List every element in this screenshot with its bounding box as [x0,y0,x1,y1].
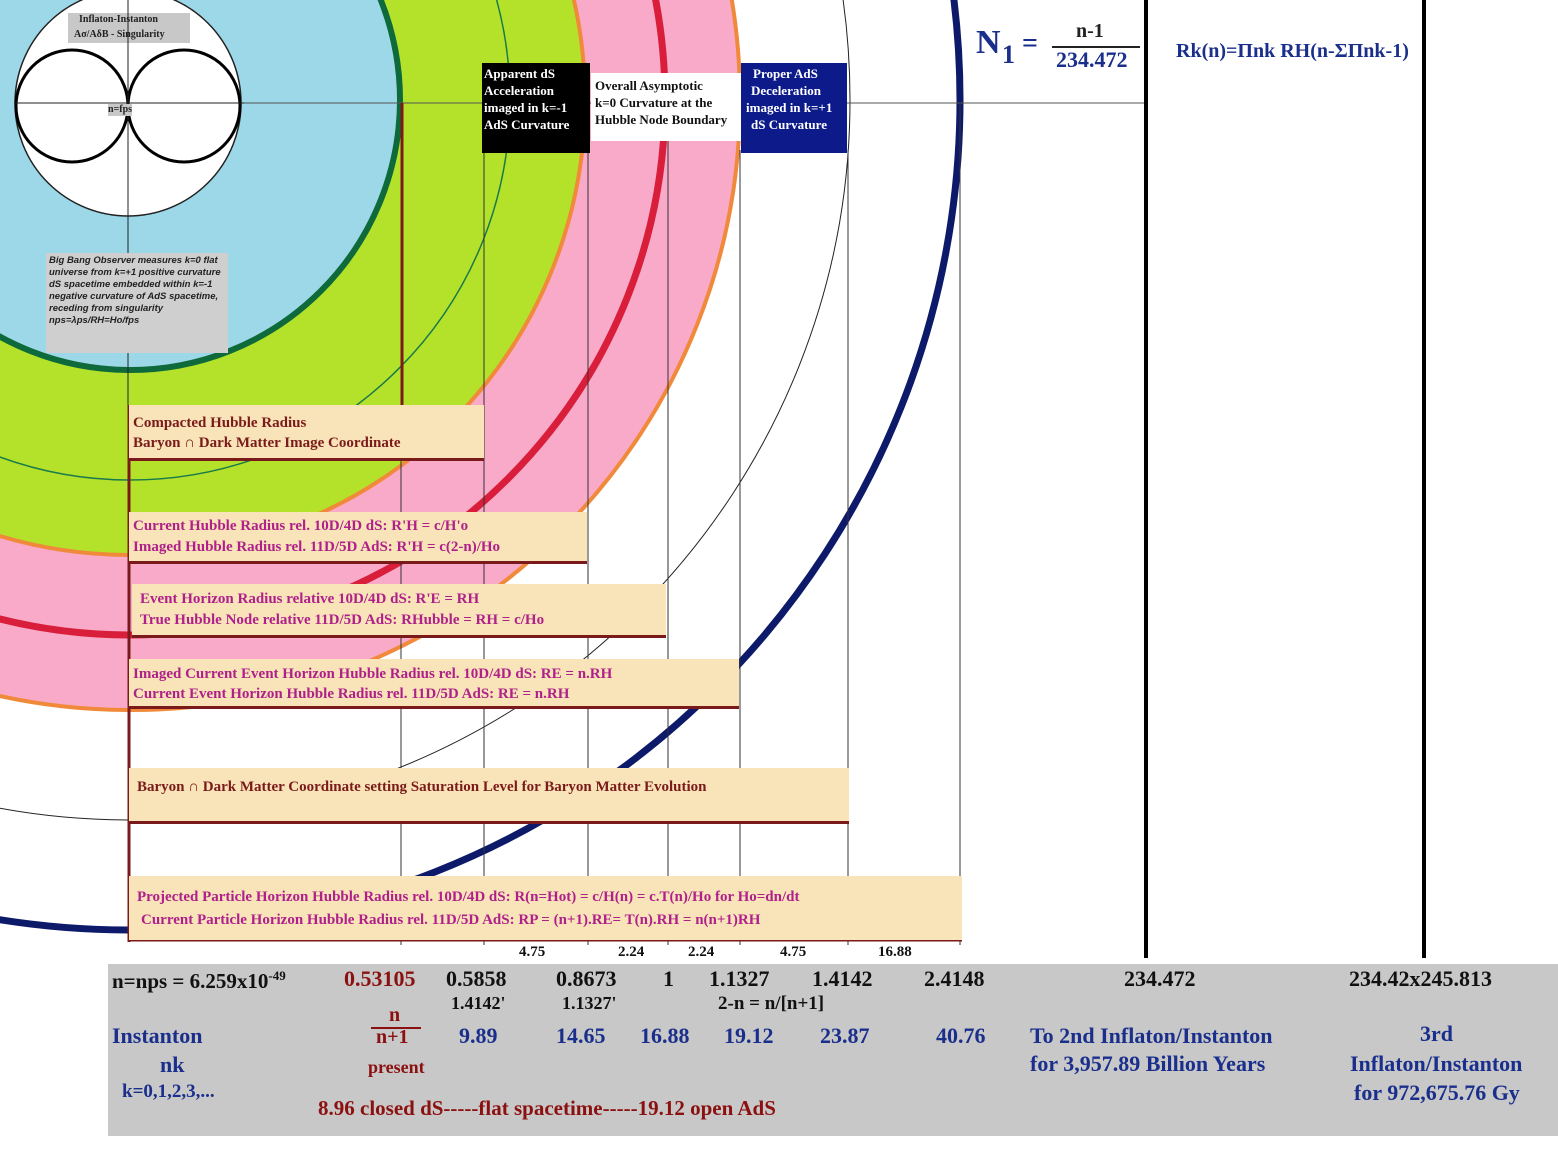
proper-line: Proper AdS [753,66,818,81]
inset-title: Inflaton-Instanton [79,14,158,25]
event-horizon-box: Event Horizon Radius relative 10D/4D dS:… [132,584,666,638]
axis-value: 1 [663,966,674,991]
axis-value: 234.472 [1124,966,1196,991]
nps-exponent: -49 [268,968,286,983]
n1-subscript: 1 [1002,40,1015,69]
grid-interval-label: 16.88 [878,944,912,960]
axis-panel [108,964,1558,1136]
axis-value: 234.42x245.813 [1349,966,1492,991]
n1-numerator: n-1 [1076,20,1104,42]
k-list: k=0,1,2,3,... [122,1081,215,1102]
grid-interval-label: 2.24 [688,944,715,960]
rk-formula: Rk(n)=Πnk RH(n-ΣΠnk-1) [1176,40,1409,62]
bottom-caption: 8.96 closed dS-----flat spacetime-----19… [318,1096,776,1120]
inset-title-bg [68,13,190,43]
bottom-value: 9.89 [459,1023,498,1048]
fraction-denominator: n+1 [376,1026,409,1048]
proper-line: dS Curvature [751,117,827,132]
inset-center-label: n=fps [108,104,133,116]
compacted-line: Compacted Hubble Radius [133,415,307,431]
compacted-box: Compacted Hubble Radius Baryon ∩ Dark Ma… [129,405,484,461]
bottom-value: 14.65 [556,1023,606,1048]
n1-equals: = [1022,28,1038,59]
axis-value: 0.53105 [344,966,416,991]
projected-box: Projected Particle Horizon Hubble Radius… [129,876,962,940]
proper-header: Proper AdS Deceleration imaged in k=+1 d… [741,63,847,153]
projected-line: Projected Particle Horizon Hubble Radius… [137,889,800,905]
second-instanton-line: for 3,957.89 Billion Years [1030,1051,1266,1076]
second-instanton-line: To 2nd Inflaton/Instanton [1030,1023,1273,1048]
nk-label: nk [160,1052,185,1077]
bottom-value: 16.88 [640,1023,690,1048]
current-hubble-box: Current Hubble Radius rel. 10D/4D dS: R'… [129,512,587,564]
present-label: present [368,1057,425,1077]
fraction-bar [371,1027,421,1029]
nps-value: n=nps = 6.259x10-49 [112,968,286,994]
bottom-value: 40.76 [936,1023,986,1048]
grid-interval-label: 2.24 [618,944,645,960]
bottom-value: 19.12 [724,1023,774,1048]
two-minus-n: 2-n = n/[n+1] [718,993,825,1014]
axis-value: 2.4148 [924,966,985,991]
imaged-event-line: Imaged Current Event Horizon Hubble Radi… [133,666,613,682]
axis-value: 1.4142 [812,966,873,991]
current-hubble-line: Current Hubble Radius rel. 10D/4D dS: R'… [133,518,469,534]
n1-symbol: N [976,24,1001,61]
event-horizon-line: True Hubble Node relative 11D/5D AdS: RH… [140,612,545,628]
overall-line: k=0 Curvature at the [595,95,713,110]
apparent-header: Apparent dS Acceleration imaged in k=-1 … [482,63,590,153]
third-instanton-line: for 972,675.76 Gy [1354,1080,1520,1105]
overall-header: Overall Asymptotic k=0 Curvature at the … [591,73,741,141]
n1-denominator: 234.472 [1056,47,1128,72]
grid-interval-label: 4.75 [519,944,546,960]
apparent-line: Acceleration [484,83,555,98]
baryon-box: Baryon ∩ Dark Matter Coordinate setting … [129,768,849,824]
proper-line: imaged in k=+1 [746,100,833,115]
observer-note: Big Bang Observer measures k=0 flat univ… [46,253,228,353]
imaged-event-line: Current Event Horizon Hubble Radius rel.… [133,686,570,702]
overall-line: Hubble Node Boundary [595,112,728,127]
overall-line: Overall Asymptotic [595,78,703,93]
proper-line: Deceleration [751,83,822,98]
current-hubble-line: Imaged Hubble Radius rel. 11D/5D AdS: R'… [133,539,501,555]
apparent-line: Apparent dS [484,66,555,81]
third-instanton-line: 3rd [1420,1021,1453,1046]
projected-line: Current Particle Horizon Hubble Radius r… [141,912,761,928]
n1-fraction-bar [1052,46,1140,48]
compacted-line: Baryon ∩ Dark Matter Image Coordinate [133,435,401,451]
third-instanton-line: Inflaton/Instanton [1350,1051,1523,1076]
prime-value: 1.4142' [451,993,506,1013]
axis-value: 0.8673 [556,966,617,991]
event-horizon-line: Event Horizon Radius relative 10D/4D dS:… [140,591,480,607]
axis-value: 1.1327 [709,966,770,991]
prime-value: 1.1327' [562,993,617,1013]
n1-formula: N 1 = n-1 234.472 [976,20,1142,80]
inset-subtitle: Aσ/AδB - Singularity [74,29,165,40]
fraction-numerator: n [389,1004,401,1026]
apparent-line: AdS Curvature [484,117,570,132]
bottom-value: 23.87 [820,1023,870,1048]
grid-interval-label: 4.75 [780,944,807,960]
apparent-line: imaged in k=-1 [484,100,568,115]
baryon-line: Baryon ∩ Dark Matter Coordinate setting … [137,779,707,795]
axis-value: 0.5858 [446,966,507,991]
imaged-event-box: Imaged Current Event Horizon Hubble Radi… [129,659,739,709]
instanton-label: Instanton [112,1023,203,1048]
nps-text: n=nps = 6.259x10 [112,969,269,993]
dark-green-ring [0,0,403,373]
